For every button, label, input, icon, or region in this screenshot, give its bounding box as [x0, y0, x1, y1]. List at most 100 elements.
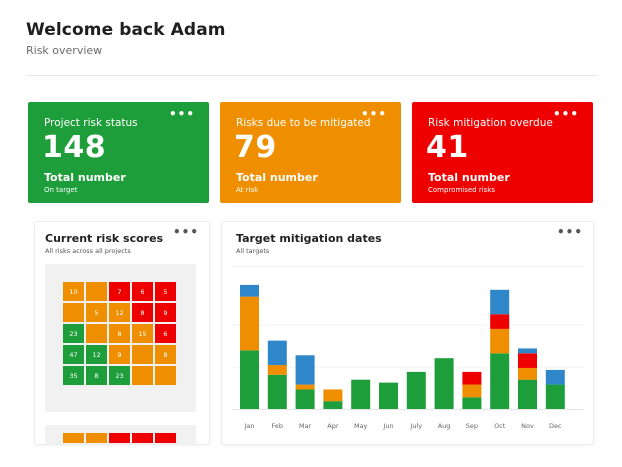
risk-cell[interactable]: 9 — [155, 303, 176, 322]
stat-value: 148 — [42, 130, 107, 165]
mitigation-chart: Jan Feb Mar Apr May Jun July Aug Sep Oct Nov Dec — [232, 284, 584, 430]
page-subtitle: Risk overview — [26, 44, 103, 57]
stat-sub: On target — [44, 186, 78, 194]
stat-total-label: Total number — [236, 171, 318, 184]
stat-card-project-risk-status[interactable]: Project risk status 148 Total number On … — [28, 102, 209, 203]
risk-cell[interactable]: 7 — [109, 282, 130, 301]
bar-jun-green[interactable] — [379, 382, 398, 409]
x-tick-label: Nov — [521, 422, 534, 430]
bar-feb-blue[interactable] — [267, 340, 287, 366]
risk-cell[interactable]: 6 — [132, 282, 153, 301]
x-tick-label: Aug — [438, 422, 451, 430]
risk-cell[interactable]: 10 — [63, 282, 84, 301]
risk-matrix-next — [45, 425, 196, 444]
risk-cell[interactable] — [155, 366, 176, 385]
risk-cell[interactable] — [63, 433, 84, 443]
stat-card-risks-due[interactable]: Risks due to be mitigated 79 Total numbe… — [220, 102, 401, 203]
bar-nov-blue[interactable] — [518, 348, 537, 354]
mitigation-dates-card: Target mitigation dates All targets ••• … — [221, 221, 594, 445]
bar-oct-orange[interactable] — [490, 328, 510, 354]
ellipsis-icon[interactable]: ••• — [168, 107, 195, 121]
stat-card-mitigation-overdue[interactable]: Risk mitigation overdue 41 Total number … — [412, 102, 593, 203]
risk-cell[interactable]: 12 — [86, 345, 107, 364]
stat-value: 79 — [234, 130, 277, 165]
bar-nov-green[interactable] — [518, 379, 537, 409]
risk-cell[interactable]: 8 — [132, 303, 153, 322]
chart-subtitle: All targets — [236, 247, 270, 255]
bar-sep-orange[interactable] — [462, 384, 482, 398]
chart-top-line — [232, 266, 584, 267]
bar-july-green[interactable] — [406, 371, 426, 409]
risk-cell[interactable] — [155, 433, 176, 443]
bar-oct-red[interactable] — [490, 314, 510, 329]
risk-scores-subtitle: All risks across all projects — [45, 247, 131, 255]
risk-cell[interactable]: 8 — [155, 345, 176, 364]
bar-jan-blue[interactable] — [240, 284, 259, 297]
risk-cell[interactable] — [132, 366, 153, 385]
bar-sep-red[interactable] — [462, 371, 482, 385]
risk-cell[interactable]: 15 — [132, 324, 153, 343]
risk-scores-title: Current risk scores — [45, 232, 164, 245]
risk-cell[interactable]: 35 — [63, 366, 84, 385]
risk-cell[interactable]: 9 — [109, 345, 130, 364]
stat-sub: Compromised risks — [428, 186, 495, 194]
ellipsis-icon[interactable]: ••• — [552, 107, 579, 121]
bar-dec-blue[interactable] — [545, 369, 565, 385]
risk-cell[interactable]: 5 — [86, 303, 107, 322]
stat-total-label: Total number — [44, 171, 126, 184]
risk-cell[interactable]: 12 — [109, 303, 130, 322]
x-tick-label: Jun — [382, 422, 393, 430]
ellipsis-icon[interactable]: ••• — [172, 225, 199, 239]
risk-cell[interactable] — [86, 324, 107, 343]
bar-may-green[interactable] — [351, 379, 371, 409]
ellipsis-icon[interactable]: ••• — [556, 225, 583, 239]
risk-cell[interactable] — [63, 303, 84, 322]
bar-nov-orange[interactable] — [518, 367, 537, 380]
risk-cell[interactable]: 8 — [109, 324, 130, 343]
bar-jan-orange[interactable] — [240, 296, 259, 351]
stat-label: Project risk status — [44, 117, 138, 129]
risk-cell[interactable]: 23 — [109, 366, 130, 385]
bar-mar-orange[interactable] — [295, 384, 315, 390]
risk-cell[interactable]: 6 — [155, 324, 176, 343]
x-tick-label: Mar — [299, 422, 312, 430]
bar-sep-green[interactable] — [462, 397, 482, 409]
risk-cell[interactable] — [86, 282, 107, 301]
bar-mar-blue[interactable] — [295, 355, 315, 385]
bar-apr-green[interactable] — [323, 401, 343, 409]
bar-mar-green[interactable] — [295, 389, 315, 409]
bar-feb-orange[interactable] — [267, 365, 287, 375]
x-tick-label: May — [354, 422, 368, 430]
bar-feb-green[interactable] — [267, 374, 287, 409]
ellipsis-icon[interactable]: ••• — [360, 107, 387, 121]
stat-value: 41 — [426, 130, 469, 165]
bar-oct-green[interactable] — [490, 353, 510, 409]
bar-jan-green[interactable] — [240, 350, 259, 409]
risk-cell[interactable]: 47 — [63, 345, 84, 364]
risk-matrix: 10 7 6 5 5 12 8 9 23 8 15 6 47 12 9 8 35 8 23 — [45, 264, 196, 412]
risk-cell[interactable] — [132, 345, 153, 364]
x-tick-label: Jan — [243, 422, 254, 430]
bar-dec-green[interactable] — [545, 384, 565, 409]
risk-cell[interactable] — [132, 433, 153, 443]
x-tick-label: July — [409, 422, 422, 430]
stat-sub: At risk — [236, 186, 259, 194]
risk-cell[interactable]: 23 — [63, 324, 84, 343]
risk-cell[interactable]: 8 — [86, 366, 107, 385]
x-tick-label: Feb — [272, 422, 284, 430]
x-tick-label: Apr — [327, 422, 339, 430]
x-tick-label: Dec — [549, 422, 562, 430]
bar-apr-orange[interactable] — [323, 389, 343, 402]
risk-cell[interactable] — [86, 433, 107, 443]
chart-title: Target mitigation dates — [236, 232, 382, 245]
stat-total-label: Total number — [428, 171, 510, 184]
x-tick-label: Oct — [494, 422, 506, 430]
bar-nov-red[interactable] — [518, 353, 537, 368]
risk-cell[interactable] — [109, 433, 130, 443]
page-title: Welcome back Adam — [26, 20, 226, 40]
bar-oct-blue[interactable] — [490, 289, 510, 315]
bar-aug-green[interactable] — [434, 358, 454, 409]
stat-label: Risks due to be mitigated — [236, 117, 371, 129]
risk-cell[interactable]: 5 — [155, 282, 176, 301]
x-tick-label: Sep — [466, 422, 478, 430]
